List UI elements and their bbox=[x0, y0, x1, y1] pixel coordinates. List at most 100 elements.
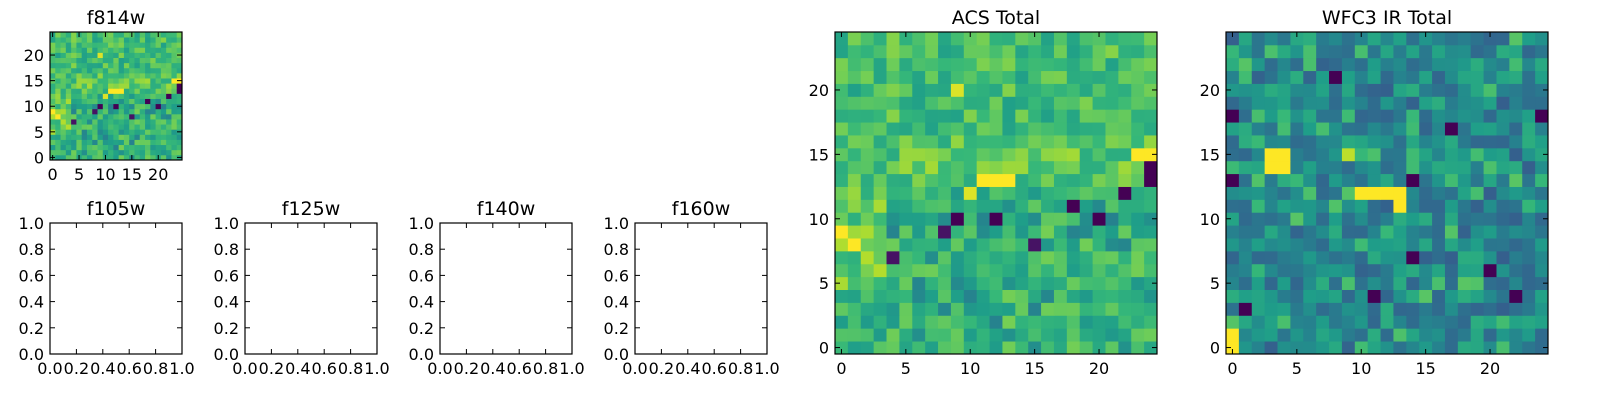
heatmap-cell bbox=[171, 139, 178, 146]
heatmap-cell bbox=[976, 186, 990, 200]
heatmap-cell bbox=[963, 96, 978, 110]
heatmap-cell bbox=[860, 96, 875, 110]
heatmap-cell bbox=[1341, 212, 1356, 226]
heatmap-cell bbox=[1226, 315, 1240, 329]
heatmap-cell bbox=[171, 67, 178, 74]
heatmap-cell bbox=[1264, 199, 1278, 213]
heatmap-cell bbox=[1066, 122, 1081, 136]
heatmap-cell bbox=[925, 289, 939, 303]
x-tick-label: 0.2 bbox=[259, 359, 284, 378]
heatmap-cell bbox=[1002, 32, 1016, 46]
heatmap-cell bbox=[1509, 160, 1523, 175]
heatmap-cell bbox=[1483, 186, 1497, 200]
heatmap-cell bbox=[155, 37, 162, 43]
heatmap-cell bbox=[81, 88, 88, 94]
heatmap-cell bbox=[899, 135, 913, 149]
heatmap-cell bbox=[963, 160, 978, 175]
heatmap-cell bbox=[1535, 44, 1549, 59]
heatmap-cell bbox=[1066, 289, 1081, 303]
heatmap-cell bbox=[1028, 276, 1042, 290]
heatmap-cell bbox=[123, 103, 130, 110]
heatmap-cell bbox=[55, 88, 61, 94]
heatmap-cell bbox=[1066, 225, 1081, 239]
heatmap-cell bbox=[950, 263, 965, 278]
heatmap-cell bbox=[1238, 83, 1253, 97]
x-tick-label: 0.2 bbox=[454, 359, 479, 378]
heatmap-cell bbox=[86, 88, 93, 94]
x-tick-label: 10 bbox=[95, 165, 115, 184]
heatmap-cell bbox=[1303, 225, 1317, 239]
heatmap-cell bbox=[1131, 160, 1145, 175]
heatmap-cell bbox=[123, 67, 130, 74]
heatmap-cell bbox=[76, 93, 83, 99]
heatmap-cell bbox=[1277, 199, 1291, 213]
heatmap-cell bbox=[81, 154, 88, 161]
heatmap-cell bbox=[963, 263, 978, 278]
heatmap-cell bbox=[1432, 263, 1446, 278]
heatmap-cell bbox=[1066, 70, 1081, 84]
heatmap-cell bbox=[150, 83, 156, 89]
heatmap-cell bbox=[1066, 96, 1081, 110]
heatmap-cell bbox=[150, 119, 156, 125]
heatmap-cell bbox=[102, 134, 109, 140]
heatmap-cell bbox=[1290, 186, 1304, 200]
heatmap-cell bbox=[50, 149, 56, 156]
heatmap-cell bbox=[1509, 96, 1523, 110]
heatmap-cell bbox=[155, 108, 162, 115]
heatmap-cell bbox=[1367, 186, 1381, 200]
heatmap-cell bbox=[65, 134, 72, 140]
heatmap-cell bbox=[123, 37, 130, 43]
heatmap-cell bbox=[925, 315, 939, 329]
heatmap-cell bbox=[113, 154, 120, 161]
heatmap-cell bbox=[1380, 96, 1394, 110]
heatmap-cell bbox=[1277, 122, 1291, 136]
heatmap-cell bbox=[1393, 315, 1407, 329]
heatmap-cell bbox=[123, 124, 130, 130]
heatmap-cell bbox=[81, 119, 88, 125]
heatmap-cell bbox=[1251, 263, 1266, 278]
heatmap-cell bbox=[989, 135, 1003, 149]
wfc3-ir-total-axes-frame bbox=[1225, 31, 1549, 355]
heatmap-cell bbox=[963, 173, 978, 187]
heatmap-cell bbox=[108, 119, 114, 125]
heatmap-cell bbox=[1303, 212, 1317, 226]
heatmap-cell bbox=[92, 113, 98, 120]
heatmap-cell bbox=[176, 113, 183, 120]
heatmap-cell bbox=[1496, 44, 1510, 59]
heatmap-cell bbox=[65, 103, 72, 110]
heatmap-cell bbox=[1131, 250, 1145, 265]
heatmap-cell bbox=[1066, 160, 1081, 175]
heatmap-cell bbox=[1053, 173, 1068, 187]
heatmap-cell bbox=[1419, 289, 1433, 303]
heatmap-cell bbox=[1329, 276, 1343, 290]
heatmap-cell bbox=[1535, 109, 1549, 123]
heatmap-cell bbox=[76, 139, 83, 146]
heatmap-cell bbox=[1277, 276, 1291, 290]
heatmap-cell bbox=[50, 134, 56, 140]
heatmap-cell bbox=[108, 129, 114, 135]
heatmap-cell bbox=[71, 32, 77, 38]
heatmap-cell bbox=[847, 44, 862, 59]
heatmap-cell bbox=[123, 88, 130, 94]
heatmap-cell bbox=[1522, 250, 1536, 265]
heatmap-cell bbox=[129, 93, 135, 99]
heatmap-cell bbox=[108, 154, 114, 161]
heatmap-cell bbox=[860, 289, 875, 303]
heatmap-cell bbox=[1290, 122, 1304, 136]
x-tick-label: 0.4 bbox=[675, 359, 700, 378]
heatmap-cell bbox=[873, 302, 887, 316]
heatmap-cell bbox=[60, 67, 67, 74]
heatmap-cell bbox=[899, 302, 913, 316]
heatmap-cell bbox=[86, 93, 93, 99]
heatmap-cell bbox=[1341, 186, 1356, 200]
heatmap-cell bbox=[65, 98, 72, 105]
heatmap-cell bbox=[1053, 57, 1068, 72]
heatmap-cell bbox=[1457, 109, 1472, 123]
heatmap-cell bbox=[899, 57, 913, 72]
heatmap-cell bbox=[950, 135, 965, 149]
heatmap-cell bbox=[1509, 289, 1523, 303]
heatmap-cell bbox=[139, 144, 146, 151]
heatmap-cell bbox=[145, 37, 151, 43]
heatmap-cell bbox=[963, 147, 978, 162]
heatmap-cell bbox=[1105, 328, 1119, 342]
